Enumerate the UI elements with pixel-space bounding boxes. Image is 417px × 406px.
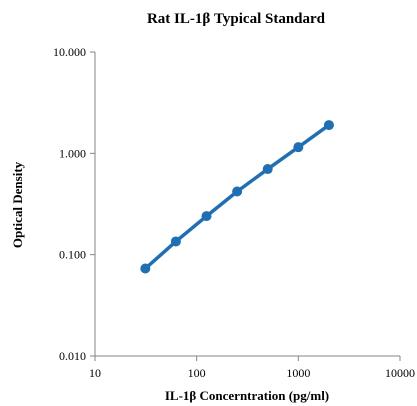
series-group (140, 120, 334, 274)
x-tick-label-1: 100 (188, 366, 206, 380)
y-tick-label-1: 1.000 (59, 146, 86, 160)
data-point-0 (140, 263, 151, 274)
y-tick-label-2: 0.100 (59, 248, 86, 262)
data-point-2 (201, 211, 212, 222)
data-point-3 (232, 186, 243, 197)
tick-marks (90, 51, 401, 361)
y-tick-label-0: 10.000 (53, 45, 86, 59)
tick-labels: 10 100 1000 10000 10.000 1.000 0.100 0.010 (53, 45, 415, 380)
chart-title: Rat IL-1β Typical Standard (147, 11, 326, 27)
data-point-5 (293, 142, 304, 153)
x-tick-label-2: 1000 (286, 366, 310, 380)
y-axis-label: Optical Density (10, 161, 25, 248)
x-axis-label: IL-1β Concerntration (pg/ml) (165, 388, 329, 403)
x-tick-label-3: 10000 (385, 366, 415, 380)
axes (94, 52, 400, 357)
data-point-6 (323, 120, 334, 131)
data-point-1 (170, 236, 181, 247)
y-tick-label-3: 0.010 (59, 349, 86, 363)
x-tick-label-0: 10 (89, 366, 101, 380)
data-point-4 (262, 164, 273, 175)
